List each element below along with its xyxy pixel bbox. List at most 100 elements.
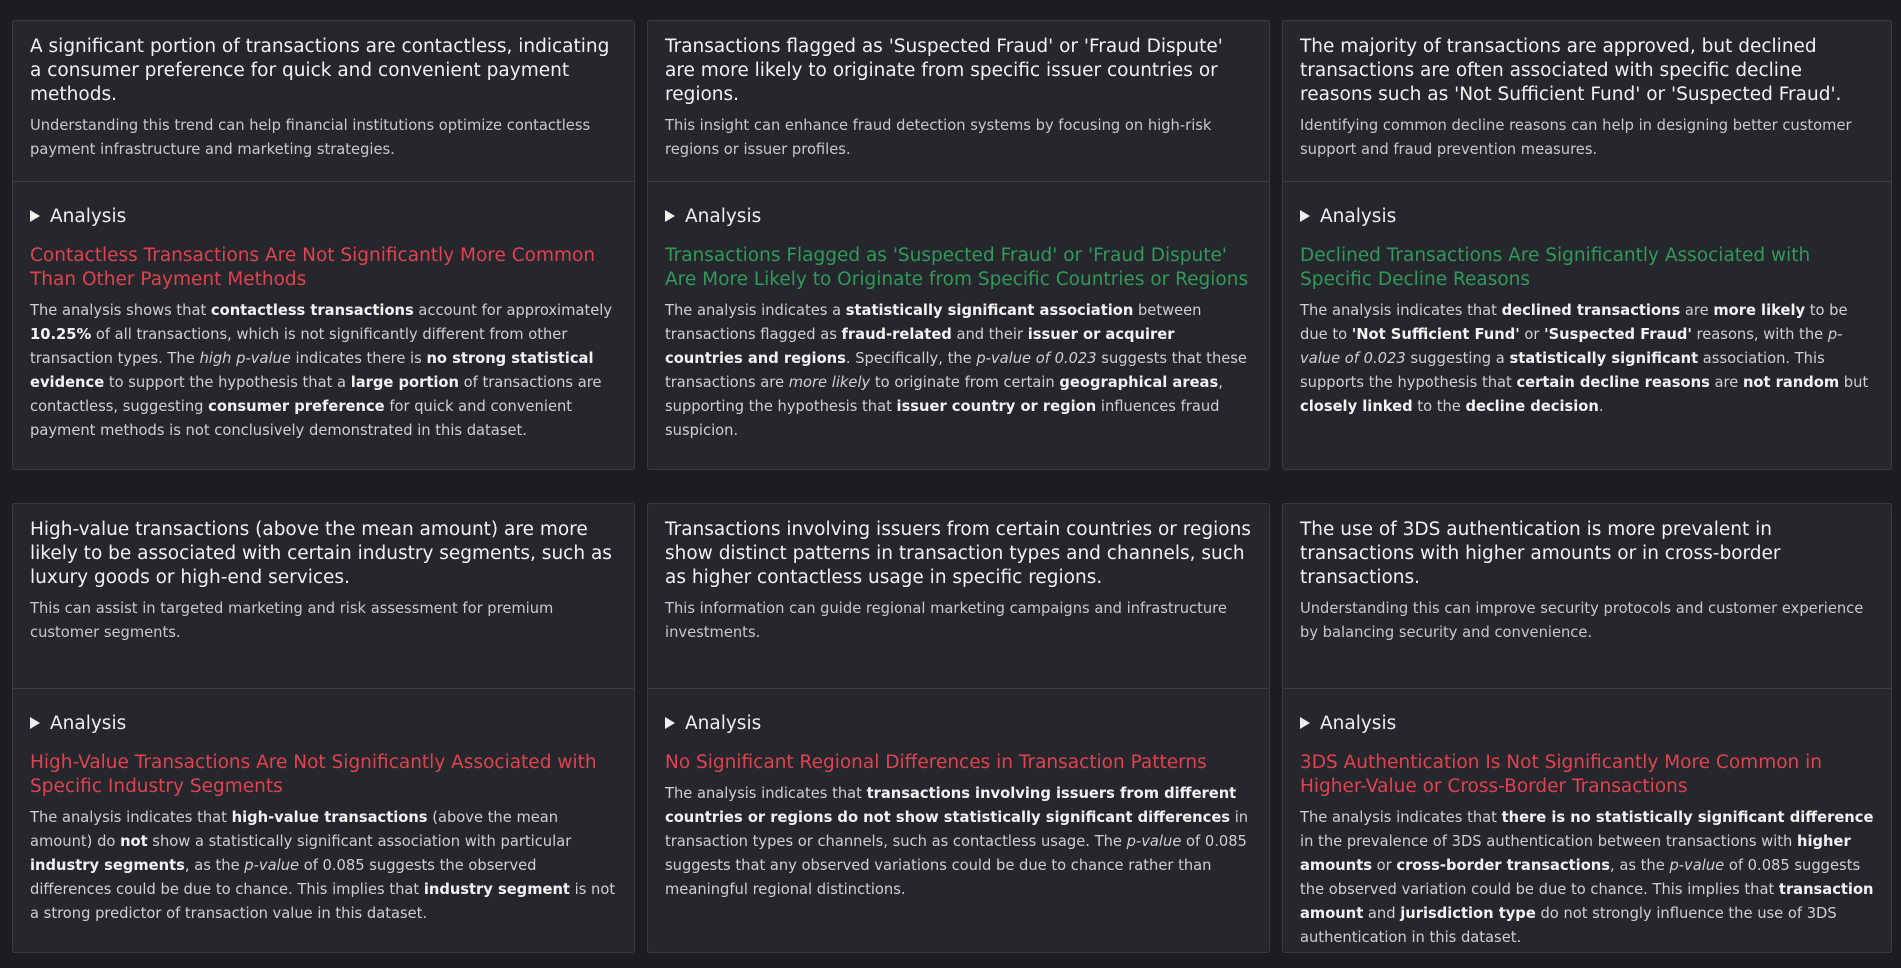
- emphasis-italic: p-value: [244, 857, 300, 874]
- rationale-text: This information can guide regional mark…: [665, 600, 1227, 641]
- hypothesis-text: The use of 3DS authentication is more pr…: [1300, 519, 1781, 588]
- rationale-text: Understanding this can improve security …: [1300, 600, 1864, 641]
- summary-text: or: [1371, 857, 1397, 874]
- summary-text: indicates there is: [290, 350, 427, 367]
- summary-text: of transactions are contactless, suggest…: [30, 374, 602, 415]
- summary-text: of 0.085 suggests the observed differenc…: [30, 857, 537, 898]
- hypothesis-text: A significant portion of transactions ar…: [30, 36, 610, 105]
- emphasis-bold: high-value transactions: [231, 809, 428, 826]
- analysis-verdict: Transactions Flagged as 'Suspected Fraud…: [665, 245, 1249, 290]
- summary-text: to originate from certain: [870, 374, 1060, 391]
- card-header: The use of 3DS authentication is more pr…: [1283, 504, 1891, 689]
- analysis-summary: The analysis indicates a statistically s…: [665, 299, 1252, 443]
- hypothesis-text: The majority of transactions are approve…: [1300, 36, 1842, 105]
- emphasis-bold: industry segments: [30, 857, 185, 874]
- analysis-section: Analysis No Significant Regional Differe…: [648, 689, 1269, 902]
- emphasis-bold: consumer preference: [208, 398, 385, 415]
- emphasis-italic: p-value of 0.023: [976, 350, 1097, 367]
- summary-text: The analysis indicates a: [665, 302, 846, 319]
- analysis-section: Analysis Transactions Flagged as 'Suspec…: [648, 182, 1269, 443]
- emphasis-bold: transaction amount: [1300, 881, 1874, 922]
- summary-text: to the: [1412, 398, 1466, 415]
- card-header: A significant portion of transactions ar…: [13, 21, 634, 182]
- summary-text: in transaction types or channels, such a…: [665, 809, 1249, 850]
- summary-text: . Specifically, the: [845, 350, 977, 367]
- card-header: Transactions involving issuers from cert…: [648, 504, 1269, 689]
- hypothesis-card: A significant portion of transactions ar…: [12, 20, 635, 470]
- summary-text: .: [1598, 398, 1604, 415]
- emphasis-bold: jurisdiction type: [1400, 905, 1536, 922]
- analysis-toggle-label: Analysis: [50, 712, 127, 734]
- analysis-section: Analysis High-Value Transactions Are Not…: [13, 689, 634, 926]
- analysis-verdict: No Significant Regional Differences in T…: [665, 752, 1207, 773]
- emphasis-bold: not: [120, 833, 148, 850]
- emphasis-italic: high p-value: [199, 350, 291, 367]
- emphasis-bold: 'Suspected Fraud': [1544, 326, 1692, 343]
- analysis-toggle[interactable]: Analysis: [1300, 711, 1874, 735]
- disclosure-triangle-icon: [1300, 210, 1310, 222]
- analysis-toggle-label: Analysis: [1320, 712, 1397, 734]
- analysis-verdict: Contactless Transactions Are Not Signifi…: [30, 245, 596, 290]
- hypothesis-text: Transactions involving issuers from cert…: [665, 519, 1251, 588]
- emphasis-italic: more likely: [788, 374, 871, 391]
- summary-text: of 0.085 suggests that any observed vari…: [665, 833, 1247, 898]
- emphasis-bold: geographical areas: [1059, 374, 1219, 391]
- summary-text: The analysis indicates that: [665, 785, 867, 802]
- summary-text: or: [1519, 326, 1545, 343]
- summary-text: do not strongly influence the use of 3DS…: [1300, 905, 1837, 946]
- disclosure-triangle-icon: [665, 210, 675, 222]
- summary-text: The analysis indicates that: [30, 809, 232, 826]
- summary-text: The analysis indicates that: [1300, 302, 1502, 319]
- summary-text: The analysis indicates that: [1300, 809, 1502, 826]
- emphasis-bold: certain decline reasons: [1516, 374, 1710, 391]
- disclosure-triangle-icon: [30, 717, 40, 729]
- analysis-verdict: Declined Transactions Are Significantly …: [1300, 245, 1811, 290]
- summary-text: and: [1363, 905, 1401, 922]
- hypothesis-card: High-value transactions (above the mean …: [12, 503, 635, 953]
- summary-text: show a statistically significant associa…: [147, 833, 572, 850]
- analysis-toggle[interactable]: Analysis: [30, 204, 617, 228]
- summary-text: , as the: [184, 857, 245, 874]
- emphasis-bold: issuer or acquirer countries and regions: [665, 326, 1175, 367]
- emphasis-bold: statistically significant: [1509, 350, 1699, 367]
- summary-text: influences fraud suspicion.: [665, 398, 1220, 439]
- hypothesis-grid: A significant portion of transactions ar…: [12, 20, 1892, 953]
- analysis-section: Analysis Declined Transactions Are Signi…: [1283, 182, 1891, 419]
- analysis-toggle-label: Analysis: [50, 205, 127, 227]
- emphasis-bold: contactless transactions: [210, 302, 414, 319]
- emphasis-bold: more likely: [1713, 302, 1806, 319]
- hypothesis-card: The majority of transactions are approve…: [1282, 20, 1892, 470]
- summary-text: is not a strong predictor of transaction…: [30, 881, 616, 922]
- emphasis-italic: p-value: [1669, 857, 1725, 874]
- summary-text: suggesting a: [1405, 350, 1510, 367]
- emphasis-italic: p-value of 0.023: [1300, 326, 1843, 367]
- analysis-summary: The analysis indicates that declined tra…: [1300, 299, 1874, 419]
- summary-text: are: [1709, 374, 1743, 391]
- emphasis-bold: decline decision: [1465, 398, 1599, 415]
- hypothesis-text: Transactions flagged as 'Suspected Fraud…: [665, 36, 1223, 105]
- analysis-toggle[interactable]: Analysis: [1300, 204, 1874, 228]
- analysis-toggle[interactable]: Analysis: [665, 204, 1252, 228]
- analysis-toggle[interactable]: Analysis: [30, 711, 617, 735]
- summary-text: association. This supports the hypothesi…: [1300, 350, 1825, 391]
- analysis-toggle[interactable]: Analysis: [665, 711, 1252, 735]
- emphasis-bold: large portion: [350, 374, 459, 391]
- analysis-summary: The analysis indicates that high-value t…: [30, 806, 617, 926]
- summary-text: for quick and convenient payment methods…: [30, 398, 573, 439]
- analysis-section: Analysis 3DS Authentication Is Not Signi…: [1283, 689, 1891, 950]
- analysis-verdict: High-Value Transactions Are Not Signific…: [30, 752, 597, 797]
- summary-text: , supporting the hypothesis that: [665, 374, 1223, 415]
- card-header: Transactions flagged as 'Suspected Fraud…: [648, 21, 1269, 182]
- disclosure-triangle-icon: [30, 210, 40, 222]
- summary-text: account for approximately: [413, 302, 613, 319]
- hypothesis-card: Transactions involving issuers from cert…: [647, 503, 1270, 953]
- emphasis-bold: industry segment: [423, 881, 570, 898]
- emphasis-bold: cross-border transactions: [1396, 857, 1610, 874]
- summary-text: , as the: [1610, 857, 1670, 874]
- emphasis-bold: declined transactions: [1501, 302, 1681, 319]
- summary-text: of all transactions, which is not signif…: [30, 326, 568, 367]
- summary-text: to be due to: [1300, 302, 1848, 343]
- emphasis-bold: higher amounts: [1300, 833, 1851, 874]
- rationale-text: Identifying common decline reasons can h…: [1300, 117, 1852, 158]
- summary-text: but: [1839, 374, 1869, 391]
